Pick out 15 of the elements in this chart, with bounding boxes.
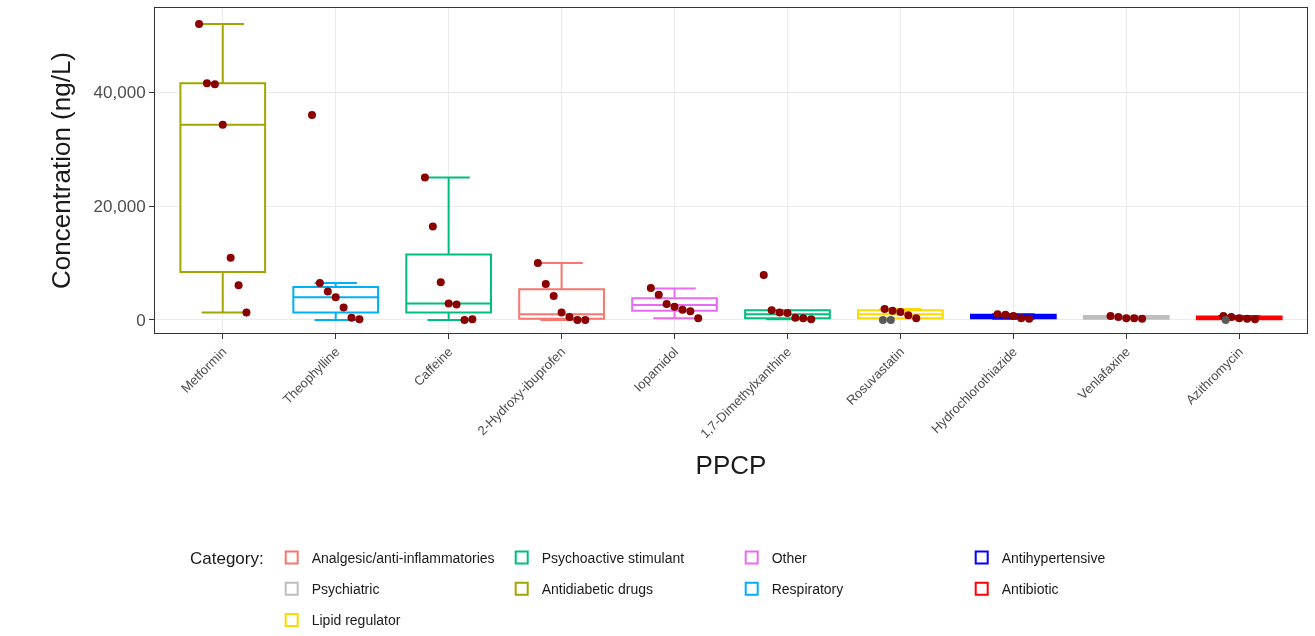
legend-label: Antibiotic xyxy=(1001,581,1059,598)
y-axis-title: Concentration (ng/L) xyxy=(46,51,76,290)
legend-label: Antidiabetic drugs xyxy=(541,581,653,598)
legend-title: Category: xyxy=(190,549,264,569)
legend-label: Respiratory xyxy=(771,581,844,598)
legend-label: Psychoactive stimulant xyxy=(541,550,685,567)
legend-label: Lipid regulator xyxy=(311,612,401,629)
legend-label: Other xyxy=(771,550,808,567)
x-axis-title: PPCP xyxy=(695,449,767,480)
legend-label: Analgesic/anti-inflammatories xyxy=(311,550,495,567)
legend-label: Psychiatric xyxy=(311,581,380,598)
legend-label: Antihypertensive xyxy=(1001,550,1106,567)
y-tick-label: 40,000 xyxy=(93,83,146,103)
y-tick-label: 0 xyxy=(136,310,146,330)
y-tick-label: 20,000 xyxy=(93,197,146,217)
